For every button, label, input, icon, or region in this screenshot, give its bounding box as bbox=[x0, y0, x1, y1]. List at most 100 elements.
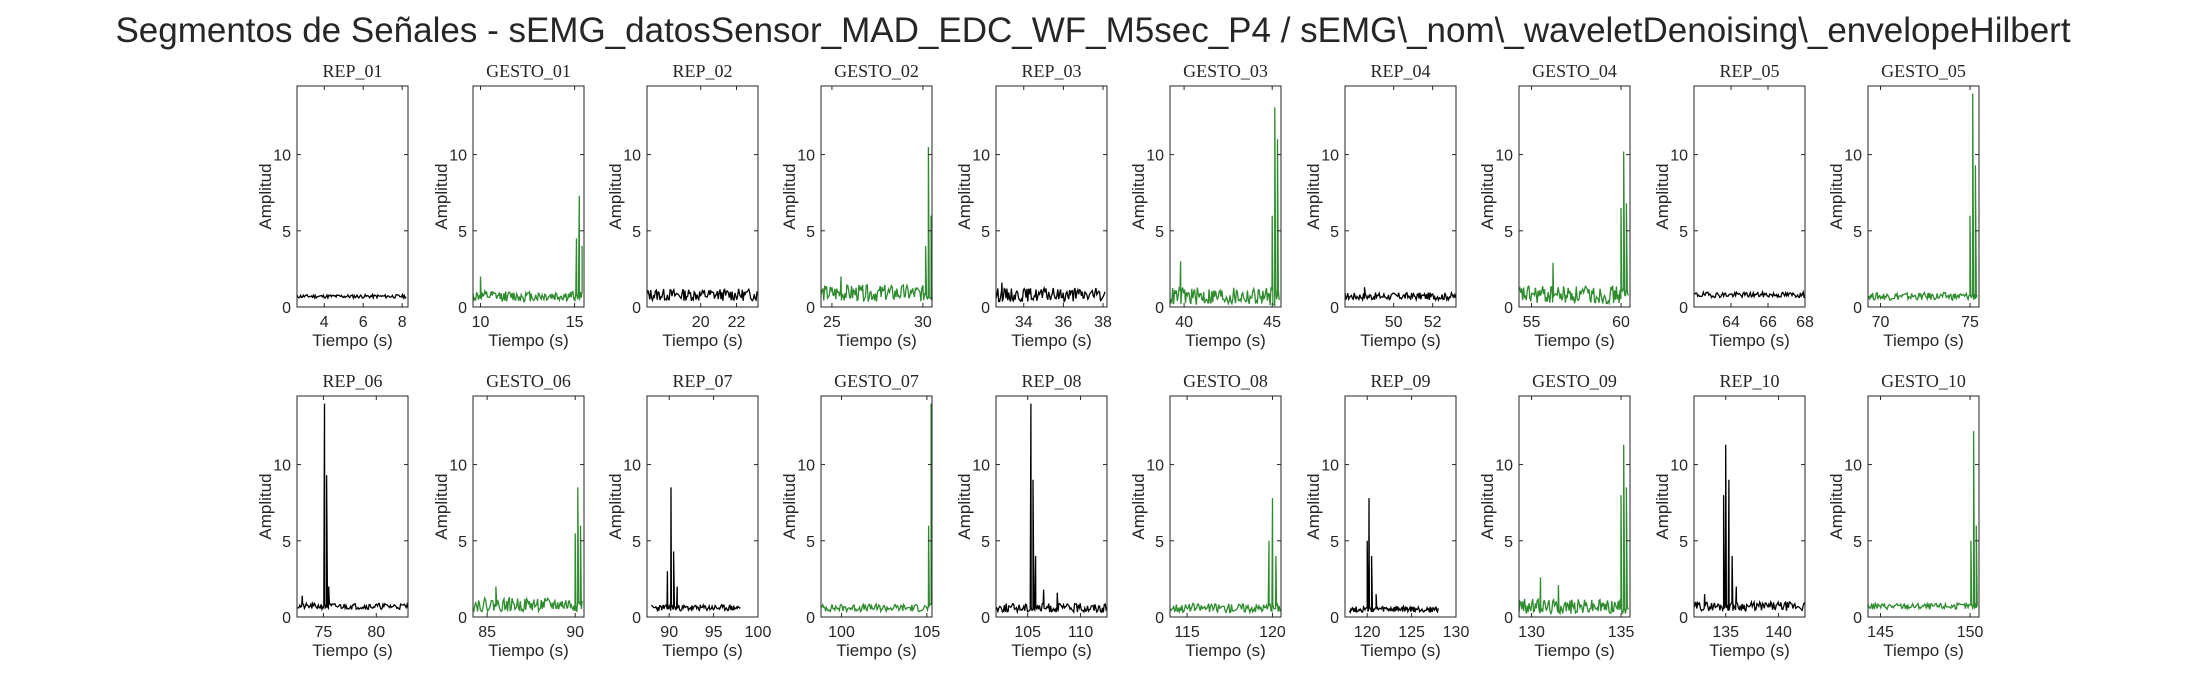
subplot-gesto_09: 130 135 0 5 10 GESTO_09 Tiempo (s) Amplitud bbox=[1478, 371, 1634, 660]
axes-box bbox=[296, 85, 409, 308]
x-axis-label: Tiempo (s) bbox=[1185, 641, 1266, 660]
x-tick-label: 34 bbox=[1015, 314, 1033, 331]
y-tick-label: 10 bbox=[623, 148, 641, 165]
subplot-title: REP_04 bbox=[1370, 61, 1430, 81]
subplot-title: GESTO_05 bbox=[1881, 61, 1966, 81]
axes-box bbox=[1344, 395, 1457, 618]
y-tick-label: 0 bbox=[632, 300, 641, 317]
y-tick-label: 5 bbox=[1504, 534, 1513, 551]
y-tick-label: 5 bbox=[458, 224, 467, 241]
subplot-rep_01: 4 6 8 0 5 10 REP_01 Tiempo (s) Amplitud bbox=[256, 61, 409, 350]
y-tick-label: 5 bbox=[1330, 534, 1339, 551]
x-tick-label: 36 bbox=[1054, 314, 1072, 331]
subplot-title: REP_10 bbox=[1719, 371, 1779, 391]
x-tick-label: 22 bbox=[728, 314, 746, 331]
y-axis-label: Amplitud bbox=[955, 163, 974, 229]
subplot-title: REP_09 bbox=[1370, 371, 1430, 391]
x-tick-label: 10 bbox=[472, 314, 490, 331]
x-tick-label: 64 bbox=[1722, 314, 1740, 331]
subplot-rep_07: 90 95 100 0 5 10 REP_07 Tiempo (s) Amplitud bbox=[606, 371, 771, 660]
y-tick-label: 10 bbox=[1495, 148, 1513, 165]
axes-box bbox=[472, 395, 585, 618]
y-tick-label: 0 bbox=[981, 300, 990, 317]
signal-trace bbox=[1867, 93, 1978, 302]
subplot-gesto_05: 70 75 0 5 10 GESTO_05 Tiempo (s) Amplitud bbox=[1827, 61, 1980, 350]
y-axis-label: Amplitud bbox=[1304, 163, 1323, 229]
y-axis-label: Amplitud bbox=[256, 163, 275, 229]
x-tick-label: 38 bbox=[1094, 314, 1112, 331]
x-axis-label: Tiempo (s) bbox=[1883, 331, 1964, 350]
x-axis-label: Tiempo (s) bbox=[312, 641, 393, 660]
axes-box bbox=[995, 85, 1108, 308]
y-tick-label: 0 bbox=[632, 610, 641, 627]
x-axis-label: Tiempo (s) bbox=[662, 331, 743, 350]
x-axis-label: Tiempo (s) bbox=[836, 641, 917, 660]
y-tick-label: 0 bbox=[1155, 610, 1164, 627]
y-tick-label: 5 bbox=[632, 534, 641, 551]
signal-trace bbox=[1518, 444, 1629, 616]
x-tick-label: 130 bbox=[1518, 624, 1545, 641]
signal-trace bbox=[995, 403, 1108, 615]
x-tick-label: 95 bbox=[705, 624, 723, 641]
subplot-gesto_02: 25 30 0 5 10 GESTO_02 Tiempo (s) Amplitud bbox=[780, 61, 933, 350]
y-tick-label: 10 bbox=[1844, 148, 1862, 165]
axes-box bbox=[820, 85, 933, 308]
y-axis-label: Amplitud bbox=[1827, 163, 1846, 229]
x-axis-label: Tiempo (s) bbox=[488, 641, 569, 660]
axes-box bbox=[1344, 85, 1457, 308]
x-tick-label: 115 bbox=[1174, 624, 1200, 641]
y-tick-label: 10 bbox=[623, 458, 641, 475]
x-tick-label: 135 bbox=[1712, 624, 1739, 641]
y-axis-label: Amplitud bbox=[955, 473, 974, 539]
signal-trace bbox=[1867, 431, 1978, 612]
y-tick-label: 10 bbox=[1670, 148, 1688, 165]
subplot-title: REP_07 bbox=[672, 371, 732, 391]
subplot-rep_05: 64 66 68 0 5 10 REP_05 Tiempo (s) Amplitud bbox=[1653, 61, 1814, 350]
y-axis-label: Amplitud bbox=[1478, 163, 1497, 229]
subplot-title: GESTO_04 bbox=[1532, 61, 1617, 81]
x-tick-label: 140 bbox=[1765, 624, 1792, 641]
x-tick-label: 70 bbox=[1872, 314, 1890, 331]
x-axis-label: Tiempo (s) bbox=[1709, 641, 1790, 660]
signal-trace bbox=[820, 403, 932, 614]
x-tick-label: 45 bbox=[1263, 314, 1281, 331]
y-axis-label: Amplitud bbox=[1478, 473, 1497, 539]
y-axis-label: Amplitud bbox=[1129, 473, 1148, 539]
axes-box bbox=[1169, 85, 1282, 308]
y-tick-label: 10 bbox=[273, 148, 291, 165]
axes-box bbox=[646, 85, 759, 308]
x-tick-label: 145 bbox=[1867, 624, 1894, 641]
x-tick-label: 90 bbox=[660, 624, 678, 641]
subplot-title: REP_05 bbox=[1719, 61, 1779, 81]
y-tick-label: 10 bbox=[1495, 458, 1513, 475]
y-tick-label: 5 bbox=[282, 534, 291, 551]
axes-box bbox=[646, 395, 759, 618]
y-tick-label: 5 bbox=[981, 534, 990, 551]
y-axis-label: Amplitud bbox=[1129, 163, 1148, 229]
x-axis-label: Tiempo (s) bbox=[1011, 331, 1092, 350]
subplot-rep_08: 105 110 0 5 10 REP_08 Tiempo (s) Amplitud bbox=[955, 371, 1108, 660]
x-axis-label: Tiempo (s) bbox=[836, 331, 917, 350]
signal-trace bbox=[1518, 151, 1629, 306]
subplot-title: REP_03 bbox=[1021, 61, 1081, 81]
x-tick-label: 135 bbox=[1608, 624, 1635, 641]
subplot-title: REP_06 bbox=[322, 371, 382, 391]
signal-trace bbox=[472, 487, 583, 614]
y-tick-label: 10 bbox=[1670, 458, 1688, 475]
subplot-title: GESTO_10 bbox=[1881, 371, 1966, 391]
y-tick-label: 0 bbox=[282, 610, 291, 627]
x-tick-label: 85 bbox=[478, 624, 496, 641]
subplot-gesto_01: 10 15 0 5 10 GESTO_01 Tiempo (s) Amplitud bbox=[432, 61, 585, 350]
x-axis-label: Tiempo (s) bbox=[1883, 641, 1964, 660]
y-tick-label: 5 bbox=[1155, 224, 1164, 241]
subplot-gesto_03: 40 45 0 5 10 GESTO_03 Tiempo (s) Amplitud bbox=[1129, 61, 1282, 350]
y-tick-label: 0 bbox=[806, 610, 815, 627]
y-tick-label: 10 bbox=[797, 458, 815, 475]
subplot-title: REP_02 bbox=[672, 61, 732, 81]
y-tick-label: 5 bbox=[1679, 224, 1688, 241]
y-tick-label: 0 bbox=[458, 300, 467, 317]
y-tick-label: 10 bbox=[1321, 148, 1339, 165]
x-tick-label: 15 bbox=[566, 314, 584, 331]
subplot-title: GESTO_02 bbox=[834, 61, 919, 81]
